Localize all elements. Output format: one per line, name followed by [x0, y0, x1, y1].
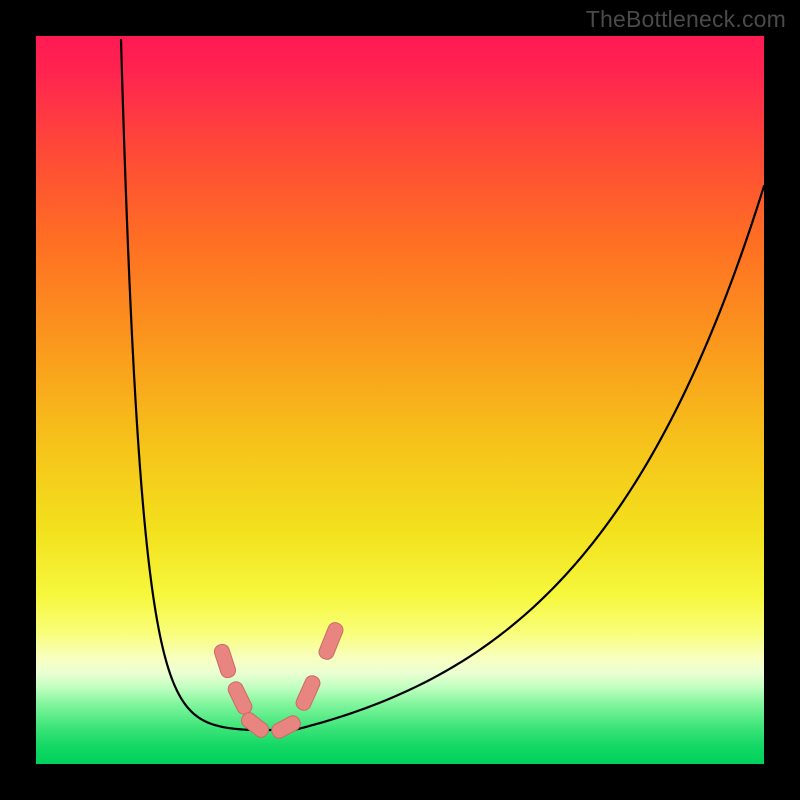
plot-area: [36, 36, 764, 764]
chart-svg: [36, 36, 764, 764]
gradient-background: [36, 36, 764, 764]
watermark-label: TheBottleneck.com: [586, 6, 786, 33]
